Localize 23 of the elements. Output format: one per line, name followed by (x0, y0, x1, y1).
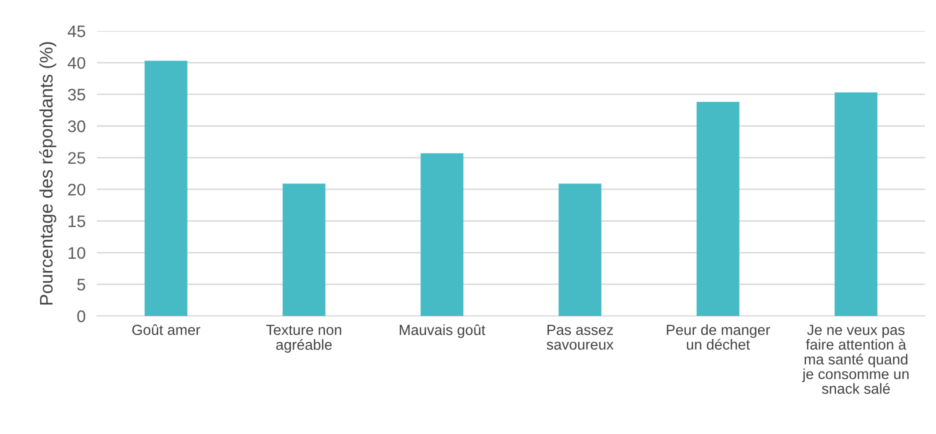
y-tick-label: 40 (68, 57, 86, 69)
y-axis-title: Pourcentage des répondants (%) (39, 42, 56, 304)
y-tick-label: 35 (68, 88, 86, 101)
x-tick-label: Mauvais goût (400, 324, 486, 338)
x-tick-label: Peur de manger un déchet (666, 324, 770, 350)
bar (282, 184, 326, 316)
y-tick-label: 0 (77, 310, 86, 322)
x-tick-label: Texture non agréable (266, 324, 342, 353)
bar (558, 184, 602, 316)
y-tick-label: 5 (77, 278, 86, 291)
y-tick-label: 10 (68, 247, 86, 259)
bar (834, 92, 878, 316)
bar (420, 153, 464, 316)
y-tick-label: 30 (68, 120, 86, 132)
x-tick-label: Pas assez savoureux (546, 324, 614, 350)
x-tick-label: Je ne veux pas faire attention à ma santé quand je consomme un snack salé (802, 324, 909, 394)
x-tick-label: Goût amer (132, 324, 200, 336)
y-tick-label: 20 (68, 184, 86, 196)
bar (696, 102, 740, 316)
y-tick-label: 45 (68, 26, 86, 38)
bar (144, 60, 188, 316)
y-tick-label: 25 (68, 152, 86, 164)
y-tick-label: 15 (68, 216, 86, 228)
